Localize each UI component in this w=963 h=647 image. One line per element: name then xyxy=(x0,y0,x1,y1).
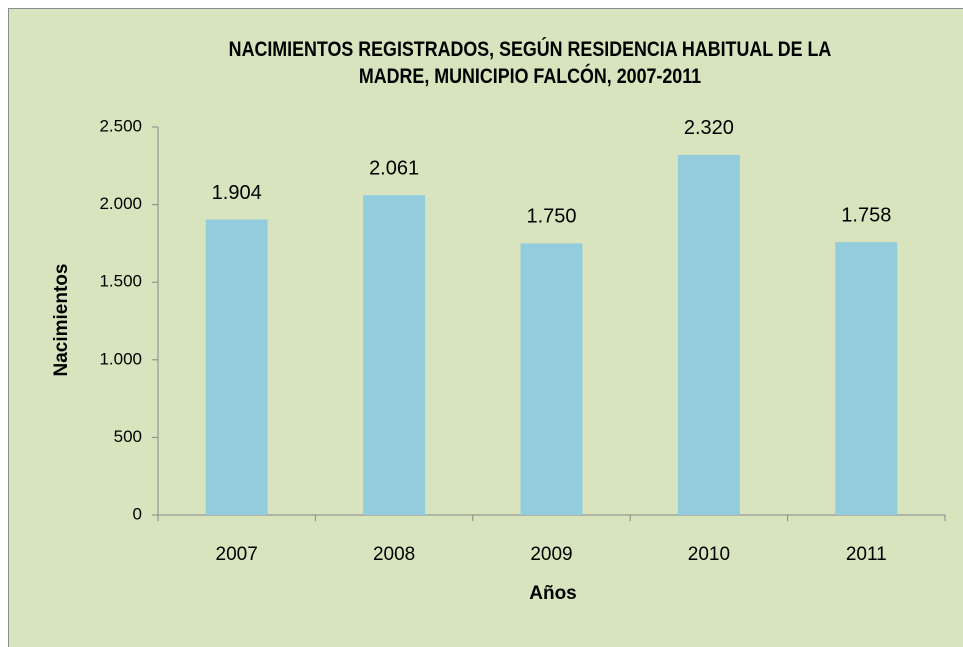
bar xyxy=(835,242,898,516)
chart-area xyxy=(8,8,963,647)
data-label: 1.758 xyxy=(841,204,891,226)
y-tick-label: 500 xyxy=(114,427,142,446)
y-tick-label: 2.500 xyxy=(99,116,142,135)
x-tick-label: 2007 xyxy=(216,544,258,565)
x-axis-label: Años xyxy=(529,583,577,604)
y-tick-label: 1.000 xyxy=(99,349,142,368)
bar xyxy=(205,219,268,515)
y-tick-label: 0 xyxy=(133,504,142,523)
data-label: 1.750 xyxy=(526,206,576,228)
x-tick-label: 2009 xyxy=(530,544,572,565)
y-tick-label: 2.000 xyxy=(99,194,142,213)
data-label: 1.904 xyxy=(212,182,262,204)
data-label: 2.320 xyxy=(684,117,734,139)
y-axis-label: Nacimientos xyxy=(51,264,72,377)
y-tick-label: 1.500 xyxy=(99,272,142,291)
bar xyxy=(363,195,426,515)
bar xyxy=(520,243,583,515)
data-label: 2.061 xyxy=(369,157,419,179)
x-tick-label: 2008 xyxy=(373,544,415,565)
chart-title: NACIMIENTOS REGISTRADOS, SEGÚN RESIDENCI… xyxy=(228,38,832,88)
x-tick-label: 2010 xyxy=(688,544,730,565)
x-tick-label: 2011 xyxy=(846,544,887,565)
bar xyxy=(677,154,740,515)
